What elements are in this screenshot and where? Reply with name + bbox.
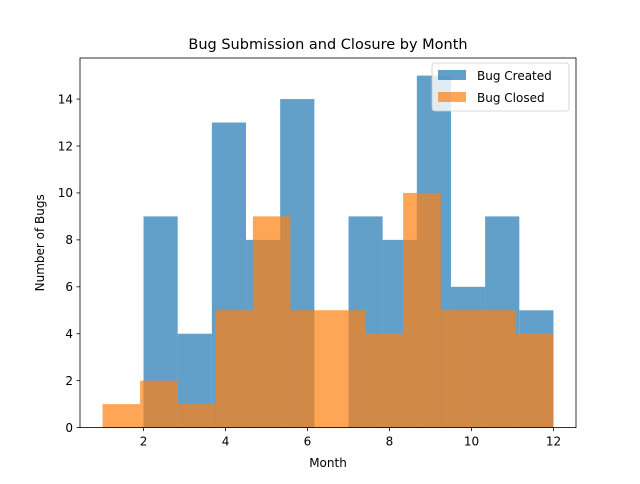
legend-swatch-bug-created: [438, 70, 466, 80]
y-axis-label: Number of Bugs: [33, 194, 47, 291]
bar-bug-closed-0: [102, 404, 141, 428]
chart-title: Bug Submission and Closure by Month: [188, 37, 467, 53]
bar-bug-closed-5: [290, 310, 328, 428]
bar-bug-closed-4: [252, 216, 291, 428]
bar-bug-closed-3: [215, 310, 253, 428]
y-tick-label-2: 2: [65, 374, 73, 388]
legend-swatch-bug-closed: [438, 92, 466, 102]
bar-bug-closed-10: [478, 310, 516, 428]
bar-bug-closed-2: [177, 404, 216, 428]
y-tick-label-8: 8: [65, 233, 73, 247]
bar-bug-closed-1: [140, 380, 178, 428]
y-tick-label-12: 12: [58, 139, 73, 153]
x-tick-label-10: 10: [464, 435, 479, 449]
x-axis-label: Month: [309, 456, 347, 470]
x-tick-label-4: 4: [222, 435, 230, 449]
x-tick-label-12: 12: [546, 435, 561, 449]
y-ticks-layer: 0 2 4 6 8 10 12 14: [58, 92, 80, 435]
legend-box: [431, 62, 570, 112]
legend-label-bug-closed: Bug Closed: [477, 91, 545, 105]
bar-bug-closed-6: [328, 310, 366, 428]
y-tick-label-4: 4: [65, 327, 73, 341]
legend-label-bug-created: Bug Created: [477, 69, 552, 83]
x-tick-label-6: 6: [304, 435, 312, 449]
x-tick-label-2: 2: [140, 435, 148, 449]
y-tick-label-6: 6: [65, 280, 73, 294]
y-tick-label-10: 10: [58, 186, 73, 200]
bar-bug-closed-11: [515, 333, 554, 428]
bars-layer: [102, 75, 554, 428]
axes-frame: [79, 57, 577, 429]
x-tick-label-8: 8: [386, 435, 394, 449]
legend: Bug Created Bug Closed: [431, 62, 570, 112]
y-tick-label-0: 0: [65, 421, 73, 435]
x-ticks-layer: 2 4 6 8 10 12: [140, 427, 561, 449]
bar-bug-closed-8: [403, 192, 441, 428]
bar-bug-closed-7: [365, 333, 404, 428]
y-tick-label-14: 14: [58, 92, 73, 106]
bar-bug-closed-9: [440, 310, 479, 428]
